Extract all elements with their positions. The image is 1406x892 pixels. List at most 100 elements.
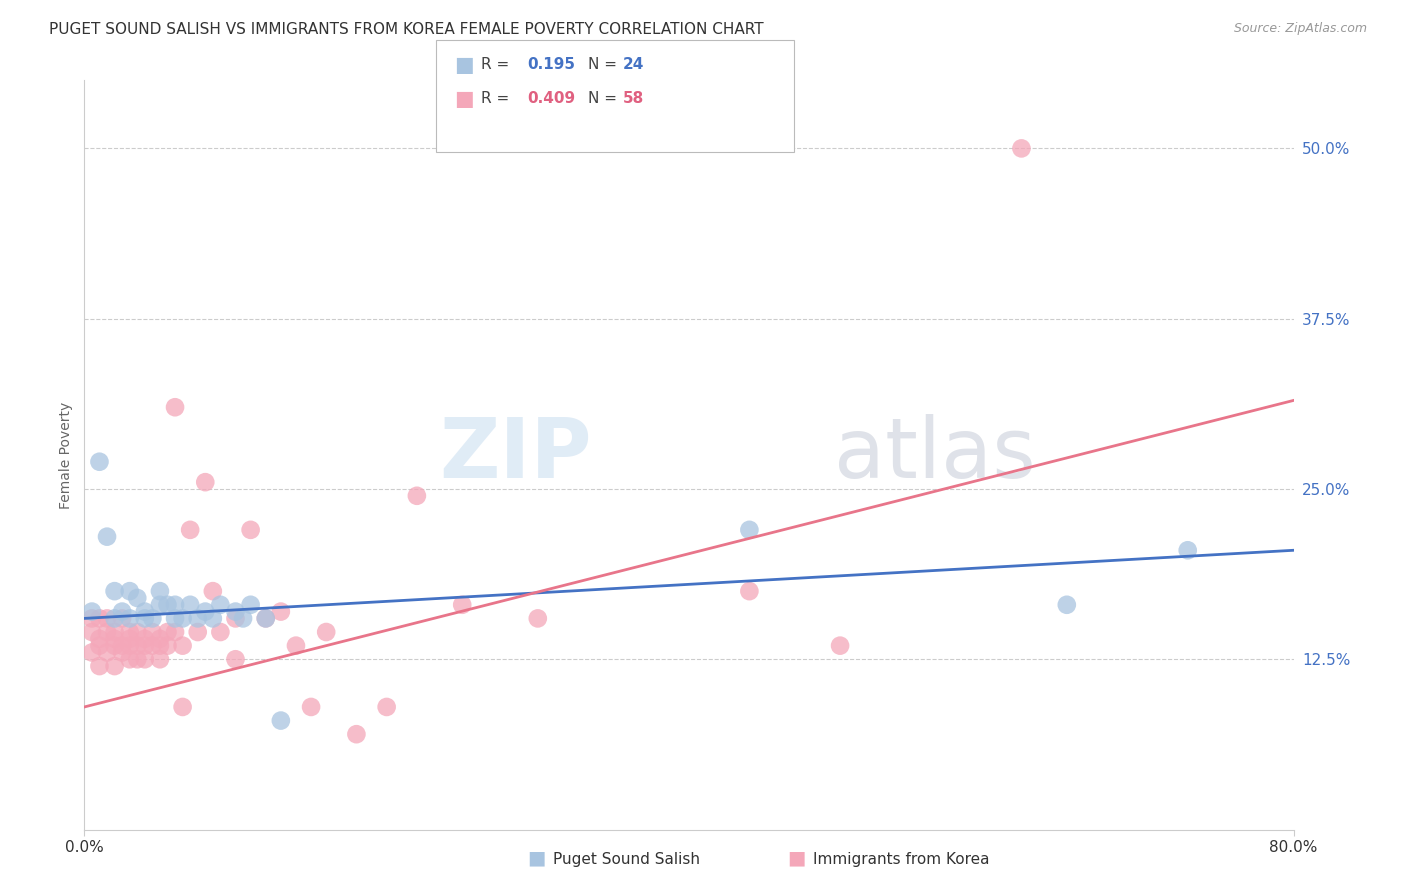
Point — [1177, 543, 1199, 558]
Point — [104, 625, 127, 640]
Text: Immigrants from Korea: Immigrants from Korea — [813, 852, 990, 867]
Text: R =: R = — [481, 91, 509, 106]
Point — [134, 639, 156, 653]
Point — [134, 611, 156, 625]
Point — [111, 639, 134, 653]
Point — [89, 639, 111, 653]
Point — [104, 659, 127, 673]
Point — [738, 584, 761, 599]
Point — [156, 625, 179, 640]
Point — [201, 611, 224, 625]
Point — [194, 475, 217, 490]
Point — [1011, 141, 1033, 155]
Point — [225, 652, 247, 666]
Text: ■: ■ — [454, 89, 474, 109]
Point — [118, 625, 141, 640]
Point — [118, 639, 141, 653]
Text: 0.409: 0.409 — [527, 91, 575, 106]
Point — [111, 605, 134, 619]
Point — [239, 598, 262, 612]
Point — [209, 598, 232, 612]
Point — [118, 611, 141, 625]
Text: ■: ■ — [454, 55, 474, 75]
Point — [254, 611, 277, 625]
Point — [89, 632, 111, 646]
Point — [830, 639, 852, 653]
Point — [134, 605, 156, 619]
Point — [118, 632, 141, 646]
Point — [149, 632, 172, 646]
Point — [134, 632, 156, 646]
Point — [111, 645, 134, 659]
Point — [187, 625, 209, 640]
Point — [156, 639, 179, 653]
Point — [527, 611, 550, 625]
Point — [406, 489, 429, 503]
Point — [127, 591, 149, 605]
Point — [209, 625, 232, 640]
Point — [239, 523, 262, 537]
Point — [104, 611, 127, 625]
Point — [141, 611, 163, 625]
Text: R =: R = — [481, 57, 509, 72]
Point — [149, 639, 172, 653]
Point — [104, 639, 127, 653]
Text: ZIP: ZIP — [440, 415, 592, 495]
Text: ■: ■ — [527, 848, 546, 867]
Point — [346, 727, 368, 741]
Point — [149, 584, 172, 599]
Point — [80, 611, 103, 625]
Point — [375, 700, 398, 714]
Point — [172, 611, 194, 625]
Point — [179, 598, 201, 612]
Point — [254, 611, 277, 625]
Text: 58: 58 — [623, 91, 644, 106]
Point — [104, 584, 127, 599]
Point — [141, 639, 163, 653]
Point — [89, 455, 111, 469]
Point — [127, 639, 149, 653]
Point — [179, 523, 201, 537]
Text: ■: ■ — [787, 848, 806, 867]
Point — [118, 652, 141, 666]
Text: 0.195: 0.195 — [527, 57, 575, 72]
Point — [165, 611, 187, 625]
Text: N =: N = — [588, 57, 617, 72]
Point — [201, 584, 224, 599]
Point — [165, 401, 187, 415]
Point — [149, 598, 172, 612]
Point — [156, 598, 179, 612]
Point — [149, 652, 172, 666]
Point — [104, 632, 127, 646]
Point — [127, 625, 149, 640]
Point — [141, 625, 163, 640]
Point — [738, 523, 761, 537]
Point — [270, 605, 292, 619]
Point — [194, 605, 217, 619]
Point — [80, 645, 103, 659]
Point — [96, 645, 118, 659]
Point — [451, 598, 474, 612]
Point — [118, 584, 141, 599]
Point — [89, 659, 111, 673]
Point — [1056, 598, 1078, 612]
Point — [127, 652, 149, 666]
Text: 24: 24 — [623, 57, 644, 72]
Point — [172, 639, 194, 653]
Point — [165, 625, 187, 640]
Point — [134, 652, 156, 666]
Point — [285, 639, 308, 653]
Point — [96, 611, 118, 625]
Point — [225, 605, 247, 619]
Point — [225, 611, 247, 625]
Point — [80, 605, 103, 619]
Text: N =: N = — [588, 91, 617, 106]
Point — [232, 611, 254, 625]
Point — [165, 598, 187, 612]
Point — [315, 625, 337, 640]
Point — [96, 625, 118, 640]
Text: atlas: atlas — [834, 415, 1036, 495]
Text: Puget Sound Salish: Puget Sound Salish — [553, 852, 700, 867]
Point — [187, 611, 209, 625]
Point — [80, 625, 103, 640]
